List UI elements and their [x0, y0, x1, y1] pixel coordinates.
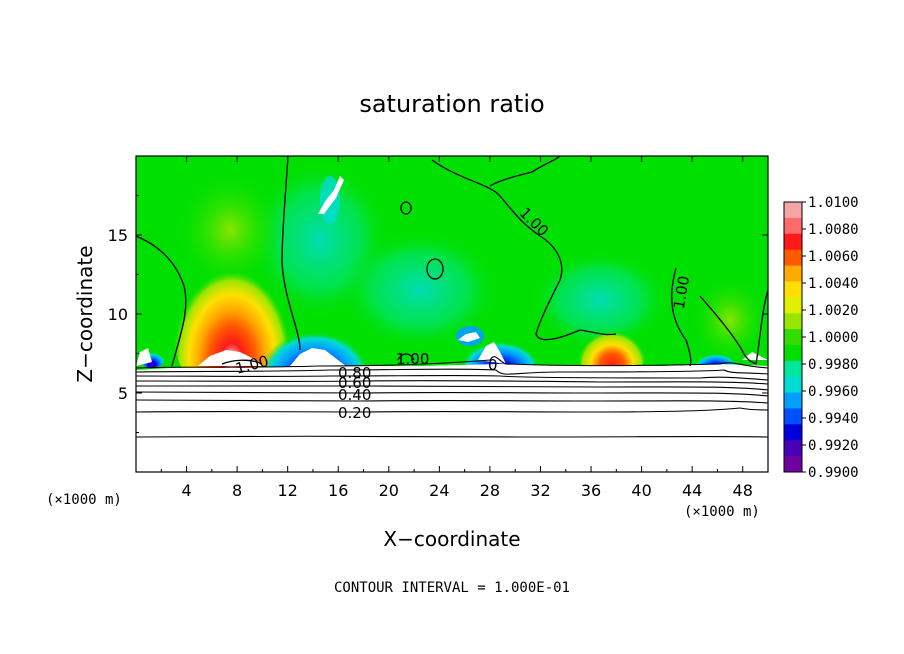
- field-white-cap: [290, 348, 346, 366]
- colorbar-swatch: [784, 281, 802, 298]
- contour-lines: [136, 156, 768, 367]
- y-axis-label: Z−coordinate: [73, 245, 97, 382]
- y-tick-label: 15: [108, 226, 128, 245]
- contour-surface: [136, 375, 768, 381]
- colorbar-tick-label: 1.0060: [808, 249, 859, 265]
- colorbar-swatch: [784, 392, 802, 409]
- contour-interval-note: CONTOUR INTERVAL = 1.000E-01: [334, 580, 570, 596]
- colorbar-swatch: [784, 360, 802, 378]
- contour-1-00: [281, 156, 301, 351]
- contour-surface: [136, 399, 768, 404]
- contour-1-00: [699, 295, 757, 365]
- contour-surface: [136, 435, 768, 438]
- colorbar-swatch: [784, 297, 802, 314]
- contour-1-00: [755, 289, 768, 365]
- colorbar: 1.0100 1.0080 1.0060 1.0040 1.0020 1.0000 0.99…: [783, 195, 859, 481]
- plot-area: [136, 156, 768, 472]
- colorbar-tick-label: 1.0080: [808, 222, 859, 238]
- colorbar-tick-label: 0.9900: [808, 465, 859, 481]
- field-white-cap: [458, 332, 480, 342]
- contour-label: 0.80: [338, 364, 371, 382]
- x-tick-label: 28: [480, 481, 500, 500]
- colorbar-swatch: [784, 456, 802, 473]
- y-axis-unit: (×1000 m): [46, 492, 122, 508]
- x-tick-label: 8: [232, 481, 242, 500]
- colorbar-tick-label: 0.9940: [808, 411, 859, 427]
- colorbar-swatch: [784, 265, 802, 282]
- x-tick-label: 48: [733, 481, 753, 500]
- colorbar-swatch: [784, 202, 802, 219]
- contour-1-00: [489, 156, 561, 187]
- x-tick-label: 44: [682, 481, 702, 500]
- contour-surface: [136, 380, 768, 385]
- x-tick-label: 24: [429, 481, 449, 500]
- colorbar-swatch: [784, 376, 802, 394]
- colorbar-tick-label: 1.0040: [808, 276, 859, 292]
- x-tick-label: 36: [581, 481, 601, 500]
- colorbar-tick-label: 1.0100: [808, 195, 859, 211]
- contour-label: 0.60: [338, 374, 371, 392]
- field-cyan-haze: [340, 230, 500, 350]
- contour-surface: [136, 368, 768, 375]
- field-white-cap: [136, 348, 152, 366]
- contour-surface: [136, 407, 768, 413]
- colorbar-swatch: [784, 440, 802, 457]
- field-white-cap: [318, 176, 344, 214]
- colorbar-tick-label: 1.0020: [808, 303, 859, 319]
- colorbar-swatch: [784, 249, 802, 267]
- x-axis-ticks: 4 8 12 16 20 24 28 32 36 40 44 48: [160, 156, 753, 500]
- x-axis-label: X−coordinate: [383, 527, 520, 551]
- colorbar-swatch: [784, 233, 802, 251]
- colorbar-swatch: [784, 217, 802, 235]
- colorbar-tick-label: 0.9920: [808, 438, 859, 454]
- field-white-cap: [742, 352, 768, 360]
- x-tick-label: 4: [181, 481, 191, 500]
- x-tick-label: 40: [631, 481, 651, 500]
- contour-label: 1.00: [396, 350, 429, 368]
- colorbar-tick-label: 0.9980: [808, 357, 859, 373]
- y-axis-ticks: 5 10 15: [108, 195, 768, 433]
- y-tick-label: 10: [108, 305, 128, 324]
- x-tick-label: 32: [530, 481, 550, 500]
- contour-label: 0.20: [338, 404, 371, 422]
- contour-label: 0: [488, 356, 498, 374]
- contour-1-00: [221, 359, 263, 365]
- contour-surface: [136, 391, 768, 397]
- surface-contours: [136, 356, 768, 438]
- contour-surface: [136, 356, 768, 369]
- x-tick-label: 12: [278, 481, 298, 500]
- colorbar-swatch: [784, 408, 802, 425]
- colorbar-swatch: [784, 424, 802, 441]
- y-tick-label: 5: [118, 384, 128, 403]
- field-white-cap: [478, 342, 506, 364]
- field-lower-region: [136, 364, 768, 472]
- x-tick-label: 16: [328, 481, 348, 500]
- colorbar-swatch: [784, 329, 802, 346]
- colorbar-swatch: [784, 344, 802, 362]
- colorbar-swatch: [784, 313, 802, 330]
- contour-label: 0.40: [338, 386, 371, 404]
- contour-1-00: [400, 201, 412, 215]
- field-white-cap: [198, 350, 262, 366]
- colorbar-tick-label: 0.9960: [808, 384, 859, 400]
- colorbar-tick-label: 1.0000: [808, 330, 859, 346]
- x-tick-label: 20: [379, 481, 399, 500]
- x-axis-unit: (×1000 m): [684, 504, 760, 520]
- chart-title: saturation ratio: [359, 90, 544, 118]
- contour-1-00: [397, 353, 415, 361]
- contour-1-00: [136, 235, 187, 367]
- field-yellowgreen-haze: [690, 275, 768, 365]
- contour-1-00: [671, 267, 692, 367]
- contour-surface: [136, 385, 768, 391]
- contour-1-00: [426, 258, 444, 280]
- contour-label: 1.00: [670, 274, 694, 310]
- contour-1-00: [431, 159, 617, 341]
